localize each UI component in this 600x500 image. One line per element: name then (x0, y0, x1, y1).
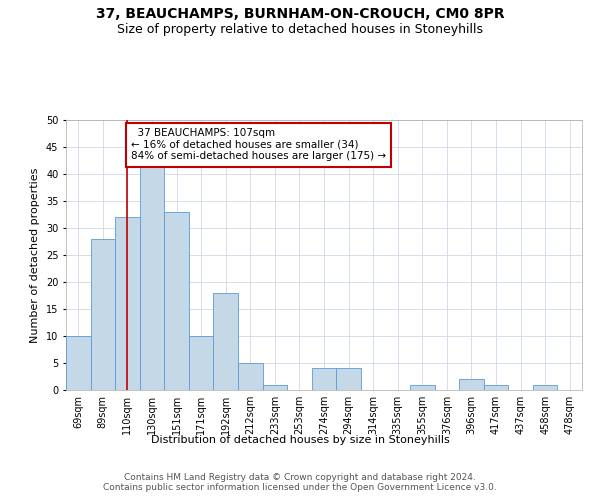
Bar (533, 384, 557, 390)
Bar (410, 384, 434, 390)
Bar (115, 217, 140, 390)
Bar (164, 212, 189, 390)
Text: 37 BEAUCHAMPS: 107sqm
← 16% of detached houses are smaller (34)
84% of semi-deta: 37 BEAUCHAMPS: 107sqm ← 16% of detached … (131, 128, 386, 162)
Text: Contains HM Land Registry data © Crown copyright and database right 2024.
Contai: Contains HM Land Registry data © Crown c… (103, 472, 497, 492)
Bar (459, 379, 484, 390)
Bar (263, 384, 287, 390)
Bar (484, 384, 508, 390)
Bar (336, 368, 361, 390)
Bar (312, 368, 336, 390)
Bar (214, 293, 238, 390)
Bar (66, 336, 91, 390)
Bar (91, 239, 115, 390)
Text: Distribution of detached houses by size in Stoneyhills: Distribution of detached houses by size … (151, 435, 449, 445)
Text: Size of property relative to detached houses in Stoneyhills: Size of property relative to detached ho… (117, 22, 483, 36)
Bar (189, 336, 214, 390)
Text: 37, BEAUCHAMPS, BURNHAM-ON-CROUCH, CM0 8PR: 37, BEAUCHAMPS, BURNHAM-ON-CROUCH, CM0 8… (95, 8, 505, 22)
Bar (140, 163, 164, 390)
Y-axis label: Number of detached properties: Number of detached properties (31, 168, 40, 342)
Bar (238, 363, 263, 390)
